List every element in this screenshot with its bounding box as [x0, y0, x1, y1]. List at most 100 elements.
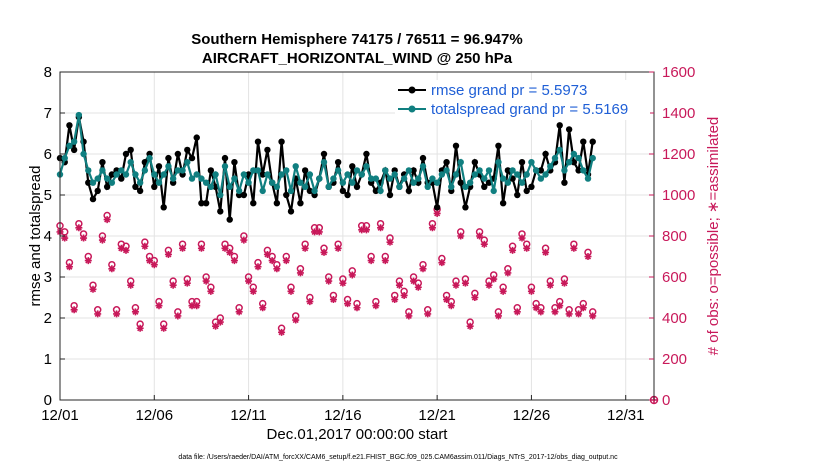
obs-assimilated-point [476, 232, 484, 240]
rmse-point [499, 200, 507, 207]
x-tick-label: 12/06 [136, 407, 174, 424]
obs-assimilated-point [122, 246, 130, 254]
rmse-point [70, 146, 78, 154]
spread-point [245, 179, 252, 186]
obs-assimilated-point [499, 287, 507, 295]
obs-assimilated-point [193, 302, 201, 310]
spread-point [221, 163, 229, 170]
spread-point [349, 179, 356, 186]
spread-point [174, 167, 182, 174]
y-right-tick-label: 1400 [662, 105, 695, 122]
obs-assimilated-point [367, 257, 375, 265]
obs-assimilated-point [155, 302, 163, 310]
spread-point [75, 111, 83, 119]
spread-point [391, 171, 398, 178]
obs-assimilated-point [447, 302, 455, 310]
y-left-tick-label: 8 [44, 64, 52, 81]
rmse-point [66, 122, 73, 129]
y-right-tick-label: 1600 [662, 64, 695, 81]
spread-point [462, 183, 469, 190]
spread-point [202, 179, 210, 186]
obs-assimilated-point [179, 244, 187, 252]
rmse-point [495, 142, 502, 149]
obs-assimilated-point [221, 244, 229, 252]
rmse-point [122, 150, 130, 158]
obs-assimilated-point [358, 226, 366, 234]
obs-assimilated-point [527, 287, 535, 295]
obs-assimilated-point [197, 244, 205, 252]
spread-point [66, 142, 73, 149]
obs-assimilated-point [485, 281, 493, 289]
rmse-point [504, 167, 512, 174]
spread-point [556, 146, 563, 154]
obs-assimilated-point [490, 275, 498, 283]
y-right-tick-label: 1000 [662, 187, 695, 204]
spread-point [99, 167, 106, 174]
spread-point [495, 159, 502, 166]
spread-point [532, 167, 540, 174]
spread-point [231, 175, 238, 182]
spread-point [70, 138, 78, 145]
obs-assimilated-point [278, 328, 286, 336]
obs-assimilated-point [282, 257, 290, 265]
obs-assimilated-point [575, 310, 583, 318]
spread-point [297, 179, 304, 186]
obs-assimilated-point [89, 285, 97, 293]
rmse-point [283, 191, 290, 199]
obs-assimilated-point [315, 228, 323, 236]
spread-point [207, 183, 215, 190]
obs-assimilated-point [542, 248, 550, 256]
spread-point [382, 167, 389, 174]
obs-assimilated-point [424, 310, 432, 318]
spread-point [103, 175, 111, 182]
obs-assimilated-point [169, 281, 177, 289]
spread-point [565, 159, 573, 166]
obs-assimilated-point [344, 300, 352, 308]
rmse-point [457, 179, 464, 186]
obs-assimilated-point [443, 296, 451, 304]
obs-assimilated-point [117, 244, 125, 252]
spread-point [424, 183, 431, 190]
rmse-point [202, 200, 210, 207]
spread-point [146, 154, 153, 162]
spread-point [561, 167, 568, 174]
obs-assimilated-point [400, 291, 408, 299]
spread-point [89, 179, 97, 186]
rmse-point [99, 159, 106, 166]
rmse-point [207, 167, 215, 174]
rmse-point [118, 175, 125, 182]
rmse-point [561, 179, 568, 186]
spread-point [155, 179, 163, 186]
rmse-point [231, 159, 238, 166]
y-right-tick-label: 1200 [662, 146, 695, 163]
spread-point [127, 159, 134, 166]
spread-point [264, 171, 271, 178]
rmse-point [386, 191, 394, 199]
obs-assimilated-point [296, 269, 304, 277]
obs-assimilated-point [188, 302, 196, 310]
spread-point [306, 171, 314, 178]
rmse-point [226, 216, 233, 223]
rmse-point [556, 122, 563, 129]
obs-assimilated-point [579, 304, 587, 312]
obs-assimilated-point [287, 287, 295, 295]
spread-point [443, 167, 450, 174]
obs-assimilated-point [414, 283, 422, 291]
spread-point [334, 167, 342, 174]
spread-point [136, 179, 144, 186]
obs-assimilated-point [452, 281, 460, 289]
obs-assimilated-point [410, 277, 418, 285]
obs-assimilated-point [94, 310, 102, 318]
obs-assimilated-point [405, 312, 413, 320]
legend-box [395, 80, 650, 120]
spread-point [108, 179, 116, 186]
spread-point [217, 191, 224, 199]
rmse-point [250, 200, 257, 207]
obs-assimilated-point [438, 259, 446, 267]
spread-point [339, 179, 347, 186]
y-left-tick-label: 4 [44, 228, 52, 245]
obs-assimilated-point [235, 308, 243, 316]
y-left-tick-label: 2 [44, 310, 52, 327]
rmse-point [287, 208, 295, 215]
spread-point [542, 171, 549, 178]
